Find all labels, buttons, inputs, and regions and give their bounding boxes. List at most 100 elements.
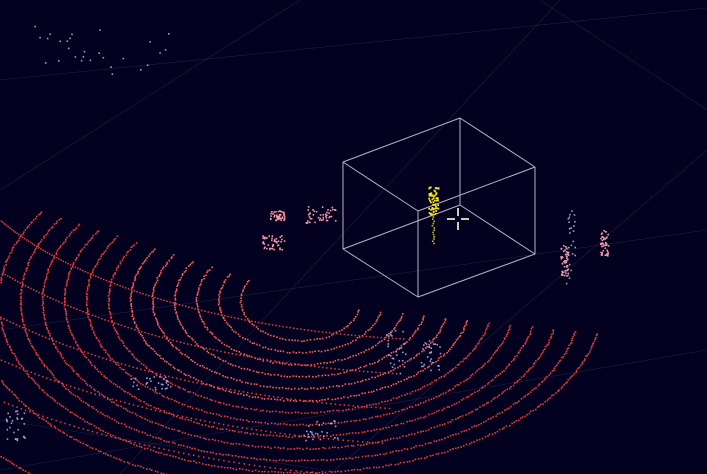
ring-point xyxy=(222,375,224,377)
ring-point xyxy=(9,346,11,349)
ring-point xyxy=(373,336,375,338)
ring-point xyxy=(168,441,170,443)
ring-point xyxy=(371,455,373,457)
ring-point xyxy=(53,376,56,379)
ring-point xyxy=(50,262,53,264)
ring-point xyxy=(56,402,59,404)
ring-point xyxy=(314,472,317,474)
ring-point xyxy=(324,350,327,352)
ring-point xyxy=(230,348,233,350)
ring-point xyxy=(218,296,221,298)
ring-point xyxy=(139,292,141,294)
ring-point xyxy=(334,359,337,362)
ring-point xyxy=(230,326,232,329)
ring-point xyxy=(142,467,145,469)
ring-point xyxy=(24,409,27,412)
ring-point xyxy=(476,369,478,372)
ring-point xyxy=(566,381,568,383)
ring-point xyxy=(351,369,354,371)
ring-point xyxy=(403,379,406,381)
ring-point xyxy=(50,227,53,229)
ring-point xyxy=(270,348,273,351)
sparse-point xyxy=(570,227,572,229)
ring-point xyxy=(313,412,316,414)
ring-point xyxy=(547,398,550,400)
ring-point xyxy=(315,375,317,378)
3d-bounding-box[interactable] xyxy=(342,117,536,298)
ring-point xyxy=(186,446,188,448)
ring-point xyxy=(134,277,137,280)
ring-point xyxy=(31,346,34,348)
ring-point xyxy=(492,378,494,381)
object-point xyxy=(603,230,605,232)
ring-point xyxy=(38,334,40,336)
ring-point xyxy=(181,458,183,460)
ring-point xyxy=(412,459,414,462)
ring-point xyxy=(435,440,438,442)
sparse-point xyxy=(15,410,17,413)
ring-point xyxy=(279,337,281,340)
ring-point xyxy=(149,388,151,390)
ring-point xyxy=(435,336,437,338)
ring-point xyxy=(442,355,445,357)
ring-point xyxy=(97,276,100,279)
ring-point xyxy=(225,388,228,390)
sparse-point xyxy=(329,422,332,425)
ring-point xyxy=(343,396,345,398)
ring-point xyxy=(156,374,158,377)
ring-point xyxy=(169,338,171,341)
ring-point xyxy=(45,324,47,326)
ring-point xyxy=(104,396,106,398)
ring-point xyxy=(116,385,119,388)
ring-point xyxy=(176,348,178,350)
ring-point xyxy=(339,333,342,335)
ring-point xyxy=(418,352,421,355)
ring-point xyxy=(150,347,152,349)
ring-point xyxy=(550,335,553,338)
ring-point xyxy=(20,299,22,302)
sparse-point xyxy=(22,435,25,438)
ring-point xyxy=(42,309,45,312)
ring-point xyxy=(463,325,466,327)
ring-point xyxy=(430,427,432,429)
ring-point xyxy=(263,385,265,388)
ring-point xyxy=(54,427,57,429)
ring-point xyxy=(439,330,441,333)
ring-point xyxy=(392,450,394,453)
ring-point xyxy=(449,348,451,350)
ring-point xyxy=(251,320,253,322)
ring-point xyxy=(37,243,40,246)
ring-point xyxy=(38,213,40,216)
ring-point xyxy=(327,374,330,377)
ring-point xyxy=(1,380,3,382)
object-point xyxy=(263,243,266,245)
ring-point xyxy=(262,434,265,436)
object-point xyxy=(602,236,604,238)
object-point xyxy=(607,251,609,254)
ring-point xyxy=(45,275,48,278)
ring-point xyxy=(596,333,598,335)
ring-point xyxy=(192,339,194,341)
ring-point xyxy=(68,235,71,237)
ring-point xyxy=(538,405,540,407)
ring-point xyxy=(221,387,223,389)
ring-point xyxy=(141,416,143,419)
ring-point xyxy=(7,257,10,259)
ring-point xyxy=(129,249,132,251)
ring-point xyxy=(192,381,194,383)
ring-point xyxy=(566,348,569,350)
ring-point xyxy=(339,434,342,436)
ring-point xyxy=(245,444,248,447)
selected-point xyxy=(433,189,436,192)
ring-point xyxy=(131,353,133,355)
object-point xyxy=(262,242,264,245)
ring-point xyxy=(355,339,357,341)
ring-point xyxy=(304,412,306,414)
ring-point xyxy=(53,380,56,382)
ring-point xyxy=(429,342,432,344)
selected-object-points[interactable] xyxy=(428,186,440,245)
ring-point xyxy=(431,412,433,415)
ring-point xyxy=(381,442,384,444)
